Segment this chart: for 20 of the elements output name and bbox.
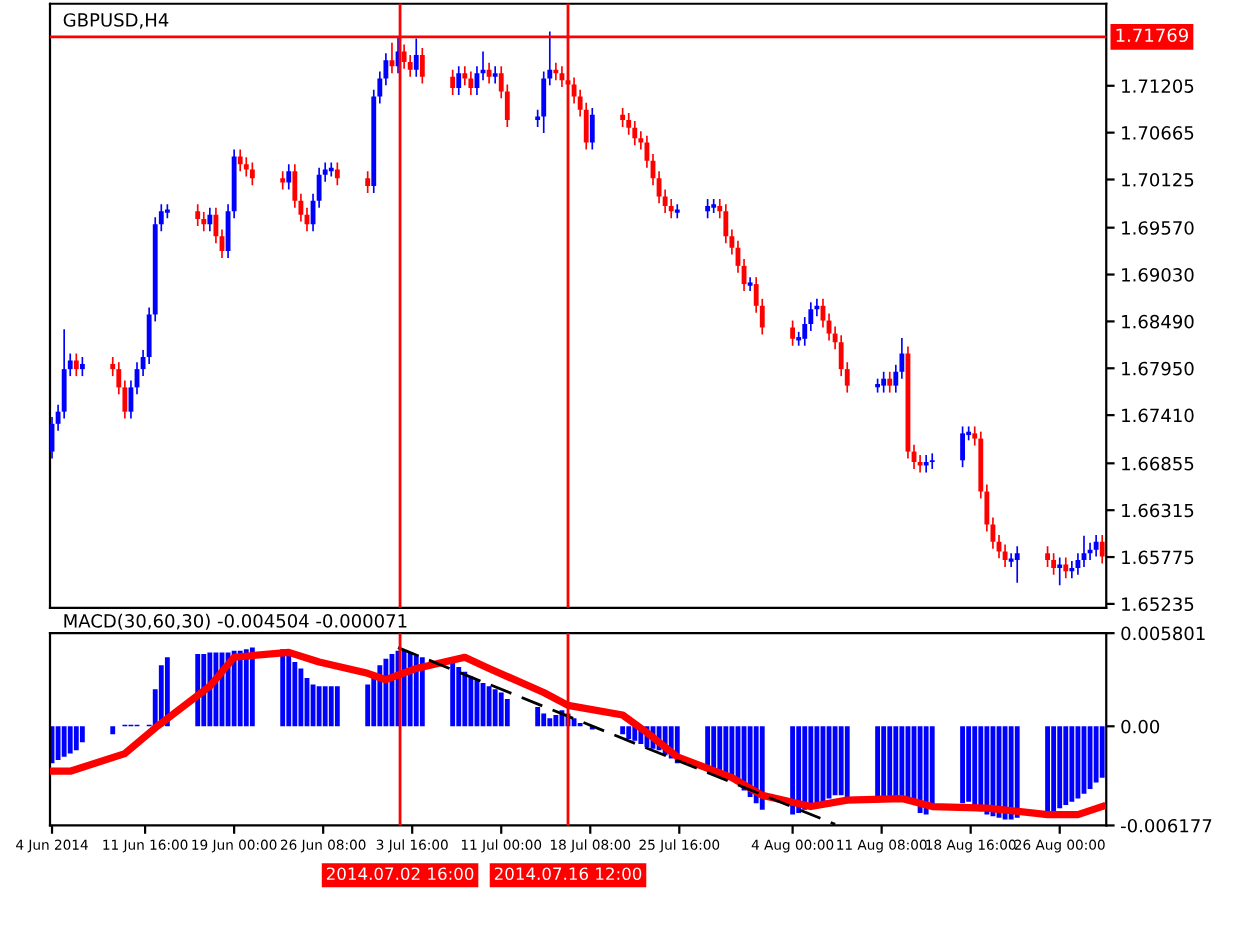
y-tick-label: 1.65235 — [1122, 597, 1194, 612]
y-tick-label: 1.71205 — [1122, 79, 1194, 93]
ref-line-label: 1.71769 — [1116, 28, 1188, 43]
y-tick-label: 0.005801 — [1121, 626, 1205, 641]
chart-title: MACD(30,60,30) -0.004504 -0.000071 — [64, 613, 407, 630]
chart-title: GBPUSD,H4 — [63, 13, 169, 29]
ref-line-label: 2014.07.16 12:00 — [494, 867, 642, 881]
ref-line-label: 2014.07.02 16:00 — [326, 867, 474, 881]
y-tick-label: 1.70665 — [1122, 126, 1194, 140]
y-tick-label: 1.69030 — [1122, 268, 1194, 282]
y-tick-label: 0.00 — [1121, 719, 1160, 734]
y-tick-label: 1.67410 — [1122, 408, 1194, 423]
y-tick-label: 1.67950 — [1122, 361, 1194, 376]
y-tick-label: 1.68490 — [1122, 314, 1194, 329]
y-tick-label: 1.70125 — [1122, 172, 1194, 187]
y-tick-label: 1.69570 — [1122, 221, 1194, 235]
y-tick-label: 1.65775 — [1122, 550, 1194, 565]
y-tick-label: 1.66855 — [1122, 456, 1194, 471]
y-tick-label: -0.006177 — [1121, 818, 1212, 833]
y-tick-label: 1.66315 — [1122, 503, 1194, 518]
